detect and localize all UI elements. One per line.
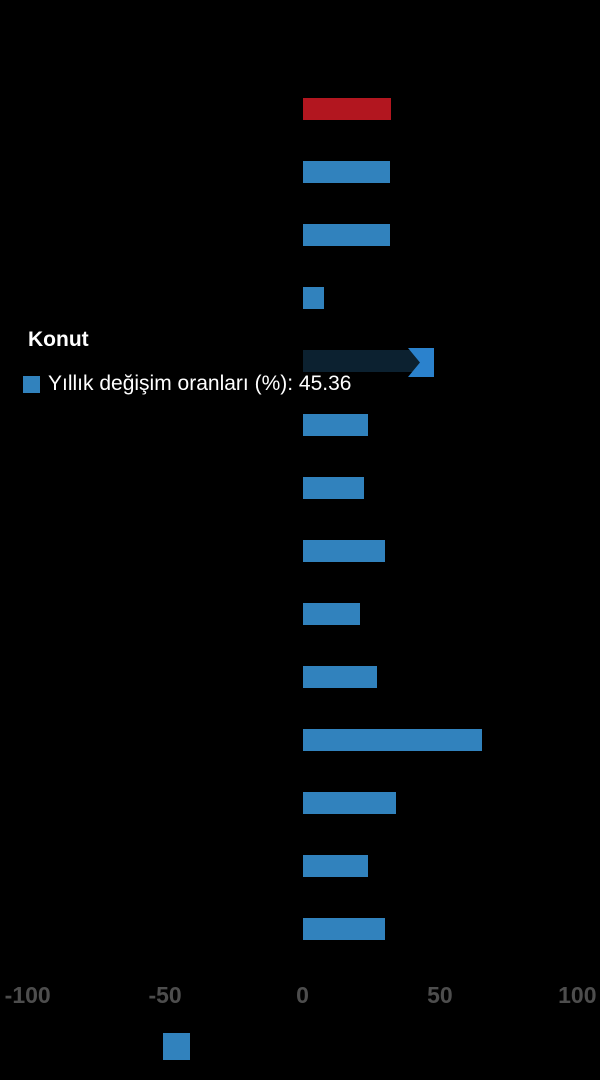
bar[interactable] [303, 161, 390, 183]
bar[interactable] [303, 603, 360, 625]
bar[interactable] [303, 224, 390, 246]
bar[interactable] [303, 855, 368, 877]
bar[interactable] [303, 540, 385, 562]
legend-label[interactable]: Yıllık değişim oranları (%) [197, 1034, 438, 1058]
x-axis-tick-label: -100 [4, 982, 51, 1008]
tooltip-value: 45.36 [298, 372, 352, 395]
tooltip-series-label: Yıllık değişim oranları (%): [48, 372, 299, 395]
bar[interactable] [303, 477, 364, 499]
bar[interactable] [303, 414, 368, 436]
x-axis-tick-label: -50 [148, 982, 182, 1008]
x-axis-tick-label: 100 [558, 982, 597, 1008]
bar[interactable] [303, 287, 324, 309]
bar[interactable] [303, 792, 396, 814]
tooltip-row: Yıllık değişim oranları (%): 45.36 [23, 372, 351, 396]
bar[interactable] [303, 666, 377, 688]
x-axis: -100 -50 0 50 100 [0, 982, 600, 1008]
bar[interactable] [303, 98, 391, 120]
x-axis-tick-label: 0 [296, 982, 309, 1008]
series-marker-icon [23, 375, 40, 393]
bar[interactable] [303, 729, 482, 751]
tooltip-title: Konut [28, 328, 89, 351]
x-axis-tick-label: 50 [427, 982, 453, 1008]
legend-swatch-icon[interactable] [162, 1033, 190, 1060]
legend: Yıllık değişim oranları (%) [0, 1033, 600, 1060]
bar[interactable] [303, 918, 385, 940]
tooltip-text: Yıllık değişim oranları (%): 45.36 [48, 372, 351, 396]
bar-hovered[interactable] [303, 350, 428, 372]
